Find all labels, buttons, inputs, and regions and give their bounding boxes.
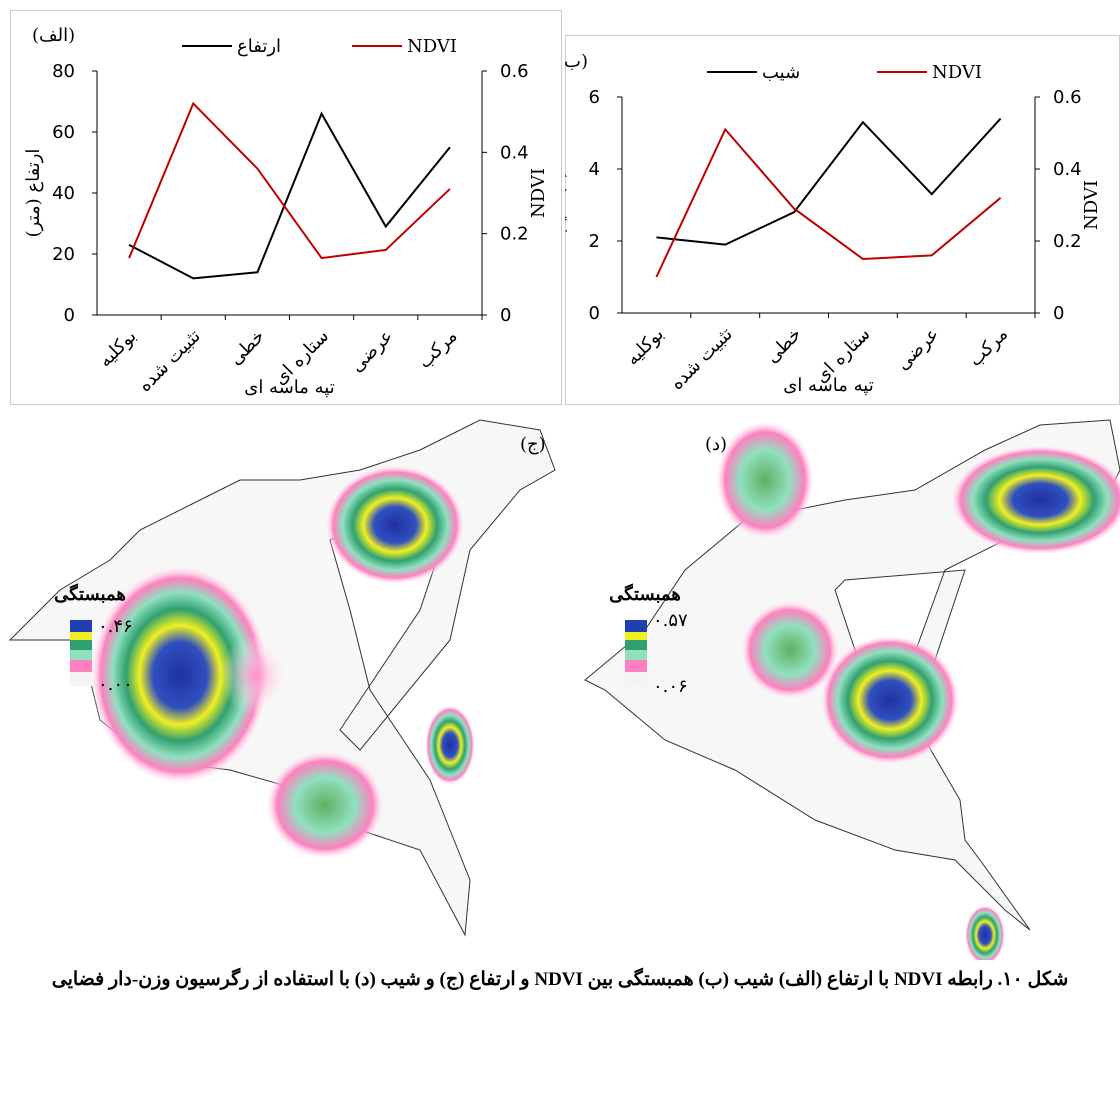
y-tick-label: 20: [52, 244, 75, 265]
x-tick-label: مرکب: [965, 324, 1012, 371]
chart-frame: [10, 10, 562, 405]
x-tick-label: تثبیت شده: [666, 324, 736, 394]
map-d: (د) همبستگی ۰.۵۷ ۰.۰۶: [584, 419, 1120, 960]
x-tick-label: خطی: [225, 326, 269, 370]
legend-label: شیب: [762, 62, 800, 83]
y2-tick-label: 0: [1053, 303, 1064, 324]
hotspot: [965, 905, 1005, 960]
legend-max: ۰.۴۶: [98, 616, 133, 637]
y2-tick-label: 0.2: [1053, 231, 1082, 252]
hotspot: [325, 465, 465, 585]
legend-max: ۰.۵۷: [653, 610, 688, 631]
hotspot: [220, 635, 290, 715]
y-tick-label: 80: [52, 61, 75, 82]
y2-tick-label: 0.4: [1053, 159, 1082, 180]
legend-label: NDVI: [407, 36, 457, 57]
y2-axis-label: NDVI: [528, 168, 549, 218]
series-line: [656, 117, 1002, 246]
y-tick-label: 0: [589, 303, 600, 324]
hotspot: [265, 750, 385, 860]
y2-tick-label: 0: [500, 305, 511, 326]
y2-tick-label: 0.6: [500, 61, 529, 82]
legend-min: ۰.۰۶: [653, 676, 688, 697]
hotspot: [740, 600, 840, 700]
hotspot: [90, 565, 270, 785]
y-tick-label: 60: [52, 122, 75, 143]
caption: شکل ۱۰. رابطه NDVI با ارتفاع (الف) شیب (…: [51, 969, 1069, 990]
legend-title: همبستگی: [54, 583, 126, 605]
panel-label: (ج): [520, 434, 546, 455]
legend-label: ارتفاع: [237, 36, 281, 57]
y-axis-label: شیب (٪): [565, 171, 569, 239]
x-tick-label: مرکب: [414, 326, 461, 373]
hotspot: [950, 445, 1120, 555]
y-tick-label: 40: [52, 183, 75, 204]
y-axis-label: ارتفاع (متر): [23, 149, 44, 238]
map-c: (ج) همبستگی ۰.۴۶ ۰.۰۰: [8, 419, 556, 937]
y2-tick-label: 0.6: [1053, 87, 1082, 108]
legend-title: همبستگی: [609, 583, 681, 605]
y2-tick-label: 0.4: [500, 142, 529, 163]
hotspot: [715, 420, 815, 540]
y-tick-label: 4: [589, 159, 600, 180]
panel-label: (الف): [32, 25, 75, 46]
color-bar: [625, 620, 647, 686]
x-tick-label: بوکلیه: [622, 324, 668, 370]
y2-tick-label: 0.2: [500, 224, 529, 245]
hotspot: [820, 635, 960, 765]
series-line: [128, 101, 451, 260]
x-tick-label: عرضی: [892, 324, 943, 375]
color-bar: [70, 620, 92, 686]
x-tick-label: بوکلیه: [95, 326, 141, 372]
hotspot: [425, 705, 475, 785]
legend-min: ۰.۰۰: [98, 674, 133, 695]
series-line: [128, 111, 451, 280]
panel-label: (ب): [565, 51, 588, 72]
x-axis-label: تپه ماسه ای: [783, 375, 873, 396]
legend-label: NDVI: [932, 62, 982, 83]
series-line: [655, 127, 1002, 278]
x-tick-label: خطی: [762, 324, 806, 368]
y-tick-label: 0: [64, 305, 75, 326]
y-tick-label: 6: [589, 87, 600, 108]
y-tick-label: 2: [589, 231, 600, 252]
x-axis-label: تپه ماسه ای: [244, 377, 334, 398]
x-tick-label: عرضی: [346, 326, 397, 377]
panel-label: (د): [705, 434, 727, 455]
x-tick-label: تثبیت شده: [134, 326, 204, 396]
y2-axis-label: NDVI: [1081, 180, 1102, 230]
